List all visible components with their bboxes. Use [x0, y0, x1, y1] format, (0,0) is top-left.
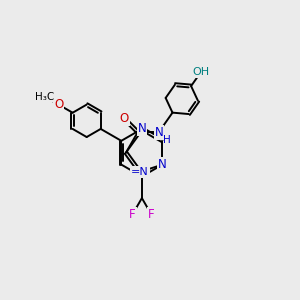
Text: =N: =N — [131, 167, 149, 177]
Text: H₃C: H₃C — [35, 92, 54, 101]
Text: N: N — [158, 158, 167, 171]
Text: H: H — [163, 135, 171, 145]
Text: OH: OH — [193, 67, 210, 77]
Text: O: O — [54, 98, 63, 111]
Text: F: F — [148, 208, 155, 221]
Text: O: O — [120, 112, 129, 125]
Text: F: F — [129, 208, 136, 221]
Text: N: N — [137, 122, 146, 135]
Text: N: N — [154, 126, 163, 139]
